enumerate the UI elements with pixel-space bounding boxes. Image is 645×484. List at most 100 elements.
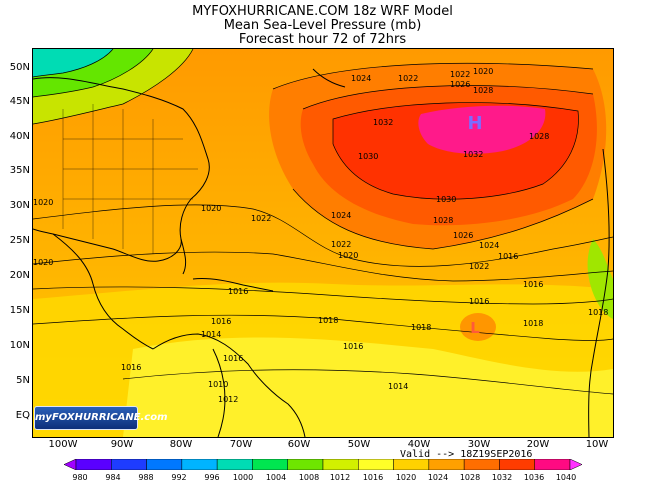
contour-label: 1014 bbox=[201, 330, 221, 339]
colorbar-tick-label: 1020 bbox=[395, 473, 417, 482]
florida-coast bbox=[180, 238, 187, 275]
lat-label-15n: 15N bbox=[9, 305, 30, 316]
contour-label: 1030 bbox=[436, 195, 456, 204]
lon-label-10w: 10W bbox=[585, 439, 609, 450]
lon-label-50w: 50W bbox=[347, 439, 371, 450]
contour-label: 1022 bbox=[469, 262, 489, 271]
colorbar-segment bbox=[358, 459, 394, 470]
pressure-map-svg: H L 1024 1022 1020 1022 1026 1028 1028 1… bbox=[33, 49, 613, 437]
colorbar-segment bbox=[569, 459, 582, 470]
colorbar-tick-label: 1016 bbox=[362, 473, 384, 482]
contour-label: 1024 bbox=[479, 241, 499, 250]
field-1012-east bbox=[587, 239, 613, 319]
lat-label-35n: 35N bbox=[9, 165, 30, 176]
colorbar-segment bbox=[322, 459, 359, 470]
high-pressure-marker: H bbox=[467, 113, 482, 134]
lat-label-10n: 10N bbox=[9, 340, 30, 351]
lon-label-30w: 30W bbox=[467, 439, 491, 450]
contour-label: 1032 bbox=[373, 118, 393, 127]
lat-label-30n: 30N bbox=[9, 200, 30, 211]
contour-label: 1030 bbox=[358, 152, 378, 161]
lon-label-20w: 20W bbox=[526, 439, 550, 450]
colorbar-tick-label: 1024 bbox=[427, 473, 449, 482]
lat-label-40n: 40N bbox=[9, 131, 30, 142]
lon-label-40w: 40W bbox=[407, 439, 431, 450]
contour-label: 1016 bbox=[498, 252, 518, 261]
lon-label-70w: 70W bbox=[229, 439, 253, 450]
contour-label: 1026 bbox=[453, 231, 473, 240]
title-line-3: Forecast hour 72 of 72hrs bbox=[238, 32, 407, 47]
field-1036-high-core bbox=[418, 105, 546, 154]
colorbar-segment bbox=[181, 459, 218, 470]
valid-time: Valid --> 18Z19SEP2016 bbox=[400, 449, 533, 460]
lat-label-45n: 45N bbox=[9, 96, 30, 107]
contour-label: 1016 bbox=[523, 280, 543, 289]
state-borders bbox=[62, 104, 198, 254]
colorbar-segment bbox=[216, 459, 253, 470]
contour-label: 1022 bbox=[398, 74, 418, 83]
contour-label: 1018 bbox=[411, 323, 431, 332]
colorbar-segment bbox=[75, 459, 112, 470]
colorbar-segment bbox=[252, 459, 288, 470]
lon-label-60w: 60W bbox=[287, 439, 311, 450]
colorbar-tick-label: 1028 bbox=[459, 473, 481, 482]
contour-label: 1032 bbox=[463, 150, 483, 159]
colorbar-tick-label: 1004 bbox=[265, 473, 287, 482]
lon-label-80w: 80W bbox=[169, 439, 193, 450]
contour-label: 1026 bbox=[450, 80, 470, 89]
contour-label: 1012 bbox=[218, 395, 238, 404]
pressure-map: H L 1024 1022 1020 1022 1026 1028 1028 1… bbox=[32, 48, 614, 438]
colorbar-tick-label: 1000 bbox=[232, 473, 254, 482]
colorbar-segment bbox=[393, 459, 430, 470]
contour-label: 1010 bbox=[208, 380, 228, 389]
myfoxhurricane-logo: myFOXHURRICANE.com bbox=[34, 406, 168, 430]
colorbar-segment bbox=[499, 459, 535, 470]
contour-label: 1022 bbox=[450, 70, 470, 79]
pressure-colorbar bbox=[64, 459, 582, 470]
title-line-1: MYFOXHURRICANE.COM 18z WRF Model bbox=[192, 4, 453, 19]
title-line-2: Mean Sea-Level Pressure (mb) bbox=[223, 18, 422, 33]
contour-label: 1018 bbox=[318, 316, 338, 325]
colorbar-tick-label: 1032 bbox=[491, 473, 513, 482]
south-america-coast bbox=[152, 333, 306, 437]
contour-label: 1020 bbox=[201, 204, 221, 213]
colorbar-segment bbox=[64, 459, 77, 470]
contour-label: 1016 bbox=[343, 342, 363, 351]
contour-label: 1016 bbox=[228, 287, 248, 296]
colorbar-segment bbox=[287, 459, 324, 470]
coastlines bbox=[33, 68, 610, 437]
colorbar-segment bbox=[428, 459, 465, 470]
contour-label: 1024 bbox=[331, 211, 351, 220]
lat-label-50n: 50N bbox=[9, 62, 30, 73]
contour-label: 1020 bbox=[33, 198, 53, 207]
contour-label: 1020 bbox=[33, 258, 53, 267]
contour-label: 1028 bbox=[433, 216, 453, 225]
colorbar-tick-label: 1040 bbox=[555, 473, 577, 482]
field-996-north bbox=[33, 49, 113, 77]
colorbar-tick-label: 992 bbox=[171, 473, 187, 482]
contour-label: 1018 bbox=[523, 319, 543, 328]
colorbar-tick-label: 984 bbox=[105, 473, 121, 482]
colorbar-tick-label: 988 bbox=[138, 473, 154, 482]
newfoundland-coast bbox=[312, 68, 346, 88]
colorbar-tick-label: 996 bbox=[204, 473, 220, 482]
isobars bbox=[33, 49, 613, 395]
lon-label-90w: 90W bbox=[110, 439, 134, 450]
colorbar-tick-label: 980 bbox=[72, 473, 88, 482]
contour-label: 1028 bbox=[473, 86, 493, 95]
contour-label: 1022 bbox=[331, 240, 351, 249]
field-tropical-low bbox=[460, 313, 496, 341]
field-1014-band bbox=[123, 337, 613, 437]
caribbean-islands bbox=[192, 278, 274, 292]
colorbar-segment bbox=[463, 459, 500, 470]
lat-label-5n: 5N bbox=[16, 375, 30, 386]
contour-label: 1020 bbox=[473, 67, 493, 76]
colorbar-segment bbox=[146, 459, 183, 470]
low-pressure-marker: L bbox=[470, 319, 480, 337]
colorbar-tick-label: 1036 bbox=[523, 473, 545, 482]
contour-label: 1016 bbox=[121, 363, 141, 372]
gulf-coast bbox=[52, 233, 154, 350]
contour-labels: 1024 1022 1020 1022 1026 1028 1028 1032 … bbox=[33, 67, 608, 404]
colorbar-segment bbox=[111, 459, 147, 470]
lat-label-20n: 20N bbox=[9, 270, 30, 281]
